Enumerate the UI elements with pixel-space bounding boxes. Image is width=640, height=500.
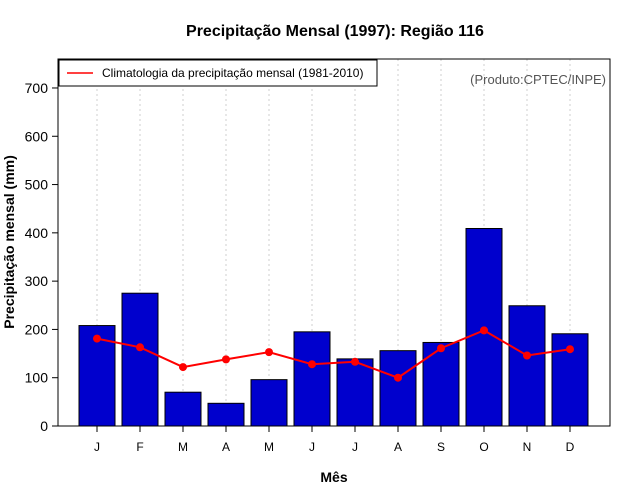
y-axis-label: Precipitação mensal (mm) xyxy=(1,155,17,329)
x-tick-label: A xyxy=(394,440,402,454)
climatology-point xyxy=(394,373,402,382)
bar-n-11 xyxy=(508,305,546,427)
y-tick-label: 300 xyxy=(25,273,49,289)
climatology-point xyxy=(308,360,316,369)
bar-a-8 xyxy=(379,350,417,427)
y-tick-label: 100 xyxy=(25,370,49,386)
climatology-point xyxy=(523,351,531,360)
climatology-point xyxy=(136,343,144,352)
y-tick-label: 200 xyxy=(25,321,49,337)
climatology-point xyxy=(179,363,187,372)
x-tick-label: D xyxy=(566,440,575,454)
bar-series xyxy=(78,227,589,427)
x-tick-label: M xyxy=(264,440,274,454)
x-tick-label: J xyxy=(352,440,358,454)
y-tick-label: 700 xyxy=(25,80,49,96)
climatology-series xyxy=(93,326,574,382)
x-tick-label: J xyxy=(309,440,315,454)
y-tick-label: 400 xyxy=(25,225,49,241)
climatology-point xyxy=(265,348,273,357)
x-tick-label: A xyxy=(222,440,230,454)
bar-m-5 xyxy=(250,379,288,427)
x-axis-label: Mês xyxy=(320,469,347,485)
y-tick-label: 500 xyxy=(25,177,49,193)
x-tick-label: J xyxy=(94,440,100,454)
legend-label: Climatologia da precipitação mensal (198… xyxy=(102,66,363,80)
x-tick-label: N xyxy=(523,440,532,454)
y-tick-label: 600 xyxy=(25,128,49,144)
climatology-point xyxy=(480,326,488,335)
bar-f-2 xyxy=(121,292,159,427)
bar-m-3 xyxy=(164,391,202,427)
x-tick-label: F xyxy=(136,440,143,454)
bar-j-6 xyxy=(293,331,331,427)
bar-s-9 xyxy=(422,341,460,427)
x-tick-label: S xyxy=(437,440,445,454)
credit-annotation: (Produto:CPTEC/INPE) xyxy=(470,72,606,87)
climatology-point xyxy=(222,355,230,364)
chart-title: Precipitação Mensal (1997): Região 116 xyxy=(186,23,484,40)
bar-j-7 xyxy=(336,358,374,427)
climatology-point xyxy=(437,344,445,353)
climatology-point xyxy=(351,357,359,366)
y-axis: 0 100 200 300 400 500 600 700 xyxy=(25,80,58,434)
x-tick-label: O xyxy=(479,440,488,454)
climatology-point xyxy=(566,345,574,354)
plot-frame xyxy=(57,58,611,427)
legend-box xyxy=(58,59,378,87)
climatology-point xyxy=(93,334,101,343)
legend: Climatologia da precipitação mensal (198… xyxy=(58,59,378,87)
y-tick-label: 0 xyxy=(40,418,48,434)
bar-a-4 xyxy=(207,402,245,427)
climatology-line xyxy=(96,329,571,379)
x-tick-label: M xyxy=(178,440,188,454)
